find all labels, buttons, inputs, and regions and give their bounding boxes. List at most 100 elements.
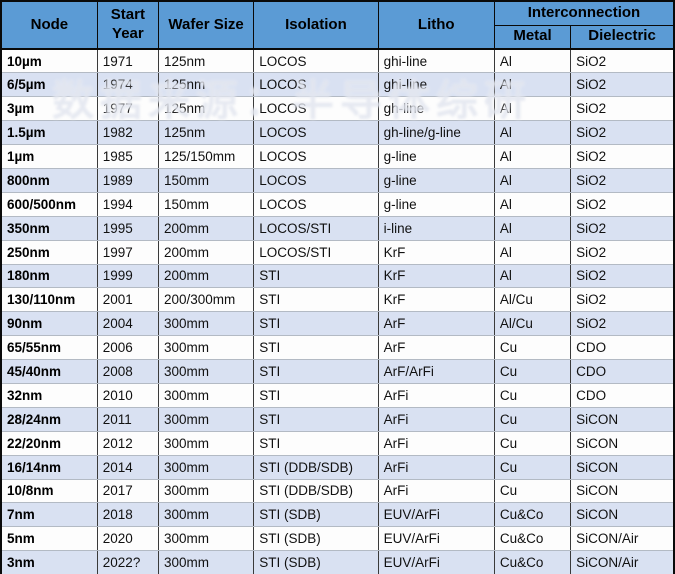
cell-litho: EUV/ArFi	[377, 550, 495, 574]
cell-litho: ArFi	[377, 430, 495, 456]
cell-year: 1995	[96, 215, 159, 241]
cell-litho: KrF	[377, 239, 495, 265]
cell-node: 6/5µm	[0, 72, 98, 98]
cell-dielectric: CDO	[570, 359, 675, 384]
cell-node: 130/110nm	[0, 287, 98, 313]
table-row: 1.5µm 1982 125nm LOCOS gh-line/g-line Al SiO2	[0, 120, 675, 146]
cell-litho: ghi-line	[377, 72, 495, 98]
cell-wafer: 150mm	[157, 191, 255, 217]
cell-dielectric: CDO	[570, 382, 675, 408]
cell-wafer: 125nm	[157, 96, 255, 122]
cell-wafer: 300mm	[157, 454, 255, 480]
cell-year: 2020	[96, 526, 159, 552]
cell-metal: Cu	[493, 478, 572, 504]
table-row: 10µm 1971 125nm LOCOS ghi-line Al SiO2	[0, 48, 675, 74]
cell-metal: Al	[493, 120, 572, 146]
cell-node: 10/8nm	[0, 478, 98, 504]
cell-wafer: 300mm	[157, 526, 255, 552]
cell-year: 1989	[96, 167, 159, 193]
cell-metal: Al/Cu	[493, 287, 572, 313]
table-row: 32nm 2010 300mm STI ArFi Cu CDO	[0, 382, 675, 408]
cell-dielectric: CDO	[570, 335, 675, 361]
cell-dielectric: SiO2	[570, 144, 675, 169]
cell-node: 1µm	[0, 144, 98, 169]
cell-wafer: 125nm	[157, 48, 255, 74]
cell-node: 5nm	[0, 526, 98, 552]
cell-isolation: STI	[253, 359, 379, 384]
cell-wafer: 200mm	[157, 239, 255, 265]
cell-year: 2004	[96, 311, 159, 337]
cell-litho: ghi-line	[377, 48, 495, 74]
cell-node: 3nm	[0, 550, 98, 574]
cell-isolation: STI (DDB/SDB)	[253, 478, 379, 504]
cell-litho: ArFi	[377, 382, 495, 408]
cell-year: 1994	[96, 191, 159, 217]
cell-isolation: STI	[253, 263, 379, 289]
table-header: Node Start Year Wafer Size Isolation Lit…	[0, 0, 675, 50]
cell-litho: ArF	[377, 311, 495, 337]
cell-year: 2022?	[96, 550, 159, 574]
cell-litho: KrF	[377, 287, 495, 313]
table-row: 22/20nm 2012 300mm STI ArFi Cu SiCON	[0, 430, 675, 456]
cell-dielectric: SiO2	[570, 263, 675, 289]
table-row: 45/40nm 2008 300mm STI ArF/ArFi Cu CDO	[0, 359, 675, 384]
cell-node: 1.5µm	[0, 120, 98, 146]
cell-year: 1997	[96, 239, 159, 265]
cell-node: 65/55nm	[0, 335, 98, 361]
cell-wafer: 200mm	[157, 215, 255, 241]
cell-dielectric: SiO2	[570, 239, 675, 265]
cell-isolation: LOCOS	[253, 120, 379, 146]
cell-node: 90nm	[0, 311, 98, 337]
table-row: 7nm 2018 300mm STI (SDB) EUV/ArFi Cu&Co SiCON	[0, 502, 675, 528]
cell-isolation: LOCOS	[253, 72, 379, 98]
cell-isolation: STI (SDB)	[253, 502, 379, 528]
cell-year: 1977	[96, 96, 159, 122]
cell-metal: Cu&Co	[493, 502, 572, 528]
table-row: 90nm 2004 300mm STI ArF Al/Cu SiO2	[0, 311, 675, 337]
cell-metal: Cu	[493, 454, 572, 480]
cell-node: 10µm	[0, 48, 98, 74]
cell-isolation: STI	[253, 335, 379, 361]
cell-wafer: 125nm	[157, 120, 255, 146]
cell-litho: ArF	[377, 335, 495, 361]
cell-node: 3µm	[0, 96, 98, 122]
table-row: 1µm 1985 125/150mm LOCOS g-line Al SiO2	[0, 144, 675, 169]
cell-dielectric: SiCON	[570, 454, 675, 480]
cell-wafer: 150mm	[157, 167, 255, 193]
cell-metal: Al	[493, 48, 572, 74]
cell-dielectric: SiO2	[570, 72, 675, 98]
cell-dielectric: SiCON	[570, 406, 675, 432]
cell-metal: Cu&Co	[493, 526, 572, 552]
cell-litho: gh-line/g-line	[377, 120, 495, 146]
cell-wafer: 300mm	[157, 406, 255, 432]
cell-metal: Al	[493, 72, 572, 98]
cell-node: 180nm	[0, 263, 98, 289]
table-row: 5nm 2020 300mm STI (SDB) EUV/ArFi Cu&Co SiCON/…	[0, 526, 675, 552]
cell-dielectric: SiCON/Air	[570, 550, 675, 574]
cell-isolation: LOCOS	[253, 167, 379, 193]
table-row: 6/5µm 1974 125nm LOCOS ghi-line Al SiO2	[0, 72, 675, 98]
cell-year: 1974	[96, 72, 159, 98]
cell-dielectric: SiO2	[570, 215, 675, 241]
header-litho: Litho	[377, 0, 495, 50]
cell-metal: Al	[493, 263, 572, 289]
cell-node: 250nm	[0, 239, 98, 265]
cell-metal: Al	[493, 215, 572, 241]
cell-year: 2014	[96, 454, 159, 480]
table-row: 600/500nm 1994 150mm LOCOS g-line Al SiO2	[0, 191, 675, 217]
table-row: 130/110nm 2001 200/300mm STI KrF Al/Cu SiO2	[0, 287, 675, 313]
cell-year: 2011	[96, 406, 159, 432]
cell-metal: Al	[493, 191, 572, 217]
cell-metal: Al	[493, 96, 572, 122]
cell-dielectric: SiO2	[570, 96, 675, 122]
cell-litho: g-line	[377, 167, 495, 193]
cell-year: 1971	[96, 48, 159, 74]
cell-wafer: 300mm	[157, 550, 255, 574]
header-node: Node	[0, 0, 98, 50]
cell-year: 2012	[96, 430, 159, 456]
cell-metal: Al/Cu	[493, 311, 572, 337]
cell-year: 1985	[96, 144, 159, 169]
cell-node: 350nm	[0, 215, 98, 241]
header-metal: Metal	[493, 24, 572, 50]
